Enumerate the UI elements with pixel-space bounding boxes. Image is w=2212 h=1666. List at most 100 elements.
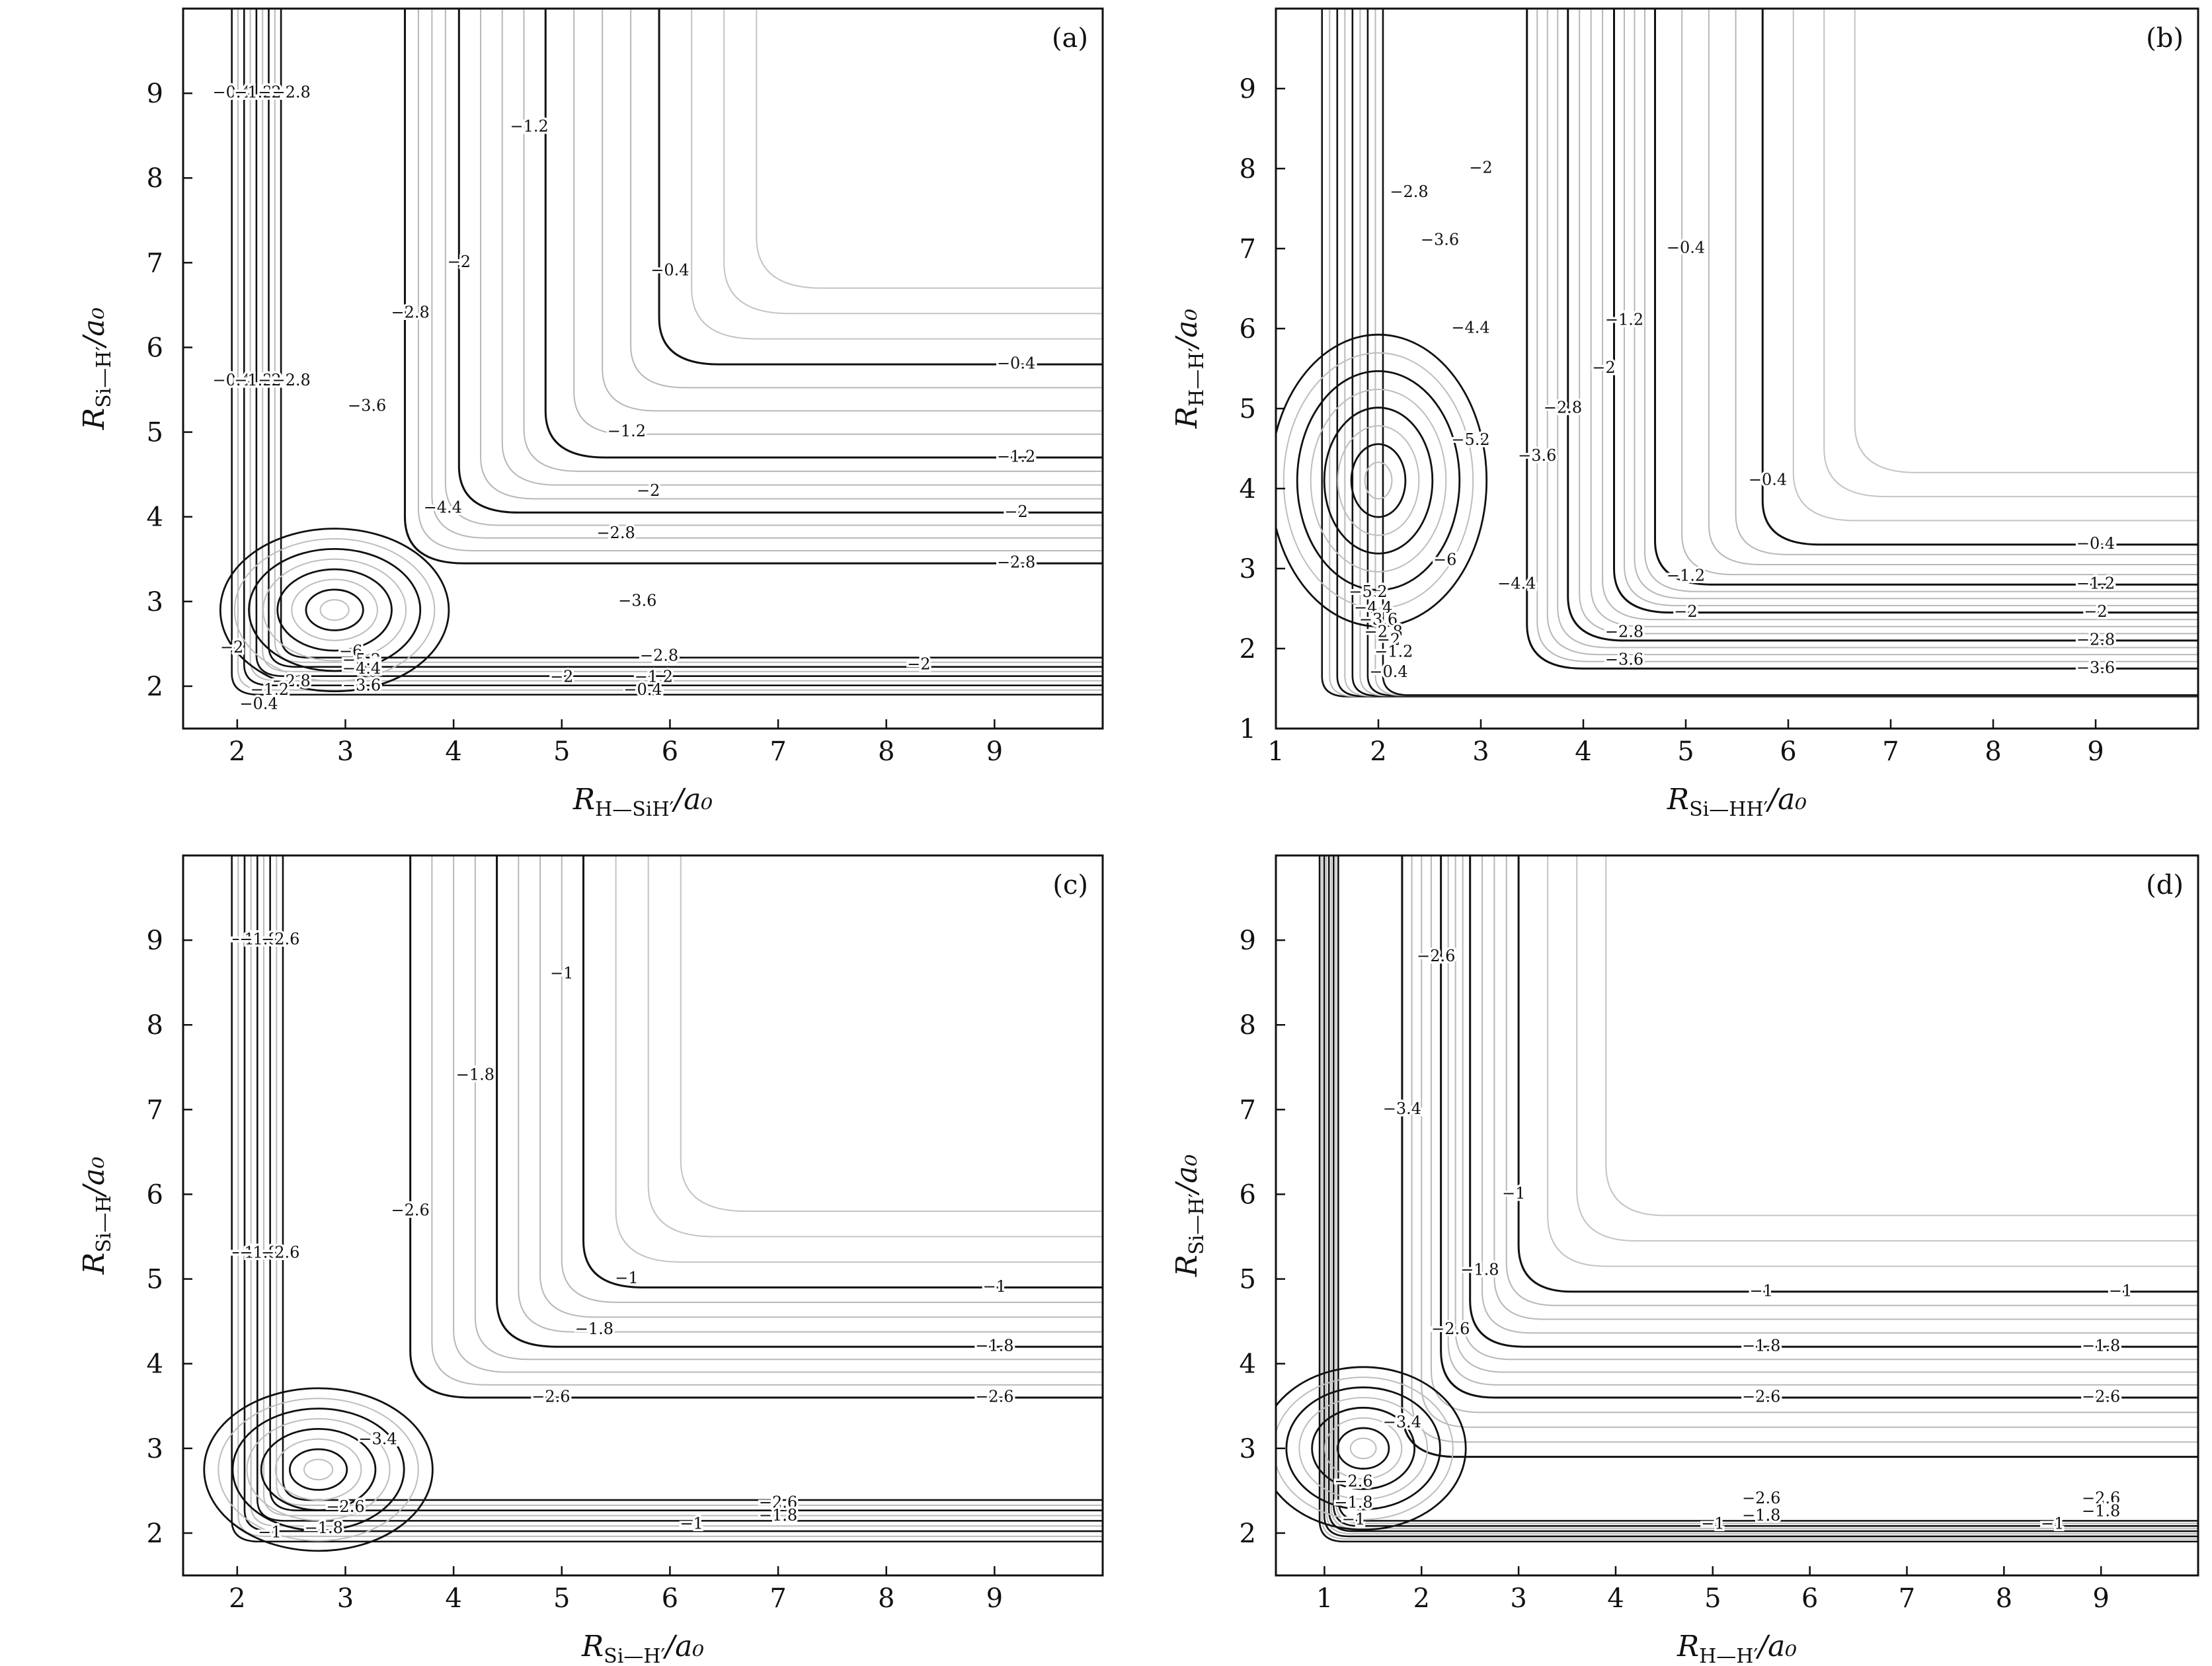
contour-wall bbox=[243, 855, 1103, 1532]
contour-wall bbox=[269, 855, 1103, 1511]
contour-label: −1.8 bbox=[456, 1066, 494, 1084]
contour-minor bbox=[1792, 9, 2198, 522]
contour-minor bbox=[1624, 9, 2198, 606]
contour-wall bbox=[1336, 9, 2198, 697]
contour-minor bbox=[723, 9, 1103, 315]
contour-lines bbox=[1276, 9, 2198, 697]
contour-minor bbox=[431, 855, 1103, 1386]
panel-d: −2.6−3.4−1−1.8−2.6−3.4−1−1.8−2.6−1−1.8−2… bbox=[1170, 854, 2199, 1666]
y-tick-label: 9 bbox=[1240, 926, 1256, 956]
contour-well bbox=[233, 538, 436, 682]
contour-well bbox=[1285, 1386, 1441, 1511]
contour-label: −1 bbox=[231, 1244, 254, 1262]
contour-label: −1 bbox=[258, 1523, 281, 1541]
contour-minor bbox=[615, 855, 1103, 1263]
contour-minor bbox=[474, 855, 1103, 1361]
contour-well bbox=[1336, 1427, 1390, 1470]
y-tick-label: 1 bbox=[1240, 714, 1256, 744]
contour-label: −2.6 bbox=[1742, 1387, 1780, 1406]
contour-minor bbox=[1505, 855, 2198, 1306]
y-tick-label: 6 bbox=[147, 333, 163, 363]
contour-minor bbox=[518, 855, 1103, 1333]
panel-label: (a) bbox=[1052, 23, 1088, 54]
contour-label: −1 bbox=[2041, 1515, 2064, 1533]
contour-well bbox=[1349, 1437, 1377, 1460]
contour-well bbox=[1276, 333, 1488, 627]
contour-well bbox=[291, 578, 378, 641]
contour-label: −3.6 bbox=[1421, 230, 1459, 249]
contour-minor bbox=[1602, 9, 2198, 621]
contour-label: −1.2 bbox=[1374, 643, 1413, 661]
contour-label: −5.2 bbox=[342, 651, 381, 669]
contour-well bbox=[288, 1448, 348, 1491]
contour-wall bbox=[280, 9, 1103, 659]
contour-label: −2 bbox=[1592, 358, 1615, 377]
contour-label: −1.8 bbox=[2082, 1337, 2120, 1355]
contour-well bbox=[274, 1438, 362, 1501]
y-tick-label: 9 bbox=[147, 926, 163, 956]
x-tick-label: 3 bbox=[1472, 736, 1489, 767]
y-axis-title: RSi—H′/a₀ bbox=[1170, 1154, 1208, 1277]
y-tick-label: 3 bbox=[147, 587, 163, 617]
contour-label: −3.4 bbox=[358, 1430, 397, 1448]
y-tick-label: 5 bbox=[147, 1265, 163, 1295]
contour-well bbox=[1324, 1417, 1403, 1480]
contour-label: −1.2 bbox=[1667, 567, 1705, 585]
y-tick-label: 3 bbox=[1240, 1434, 1256, 1464]
y-tick-label: 8 bbox=[1240, 1010, 1256, 1041]
contour-wall bbox=[274, 9, 1103, 663]
panel-label: (c) bbox=[1052, 870, 1088, 900]
contour-wall bbox=[231, 9, 1103, 696]
y-tick-label: 2 bbox=[1240, 1519, 1256, 1549]
contour-label: −2 bbox=[448, 253, 471, 271]
contour-minor bbox=[1634, 9, 2198, 600]
x-tick-label: 5 bbox=[553, 1583, 570, 1614]
x-tick-label: 8 bbox=[1996, 1583, 2012, 1614]
contour-well bbox=[305, 588, 364, 631]
contour-level--1.2 bbox=[1654, 9, 2198, 586]
contour-label: −6 bbox=[339, 642, 362, 660]
contour-label: −0.4 bbox=[1749, 470, 1787, 489]
y-tick-label: 8 bbox=[147, 163, 163, 194]
contour-label: −0.4 bbox=[997, 354, 1035, 373]
contour-label: −2.8 bbox=[391, 303, 430, 322]
contour-label: −2.6 bbox=[759, 1493, 797, 1512]
contour-well bbox=[319, 599, 350, 621]
x-tick-label: 3 bbox=[337, 736, 354, 767]
contour-label: −3.6 bbox=[348, 397, 386, 415]
contour-label: −4.4 bbox=[1497, 575, 1536, 593]
contour-minor bbox=[1644, 9, 2198, 592]
contour-label: −2.8 bbox=[640, 647, 678, 665]
contour-level--2.6 bbox=[1440, 855, 2198, 1399]
contour-label: −1 bbox=[983, 1277, 1006, 1296]
contour-label: −1.2 bbox=[997, 448, 1035, 466]
contour-well bbox=[1323, 407, 1434, 555]
contour-label: −3.6 bbox=[342, 676, 381, 694]
contour-label: −1.8 bbox=[2082, 1501, 2120, 1520]
contour-well bbox=[217, 1398, 419, 1542]
x-axis-title: RH—SiH′/a₀ bbox=[573, 783, 713, 821]
contour-minor bbox=[1854, 9, 2198, 473]
contour-label: −2.6 bbox=[975, 1387, 1013, 1406]
contour-minor bbox=[1605, 855, 2198, 1216]
x-tick-label: 9 bbox=[2092, 1583, 2109, 1614]
x-tick-label: 5 bbox=[1677, 736, 1694, 767]
contour-minor bbox=[1557, 9, 2198, 649]
contour-well bbox=[260, 1427, 377, 1511]
contour-minor bbox=[1576, 855, 2198, 1242]
contour-label: −1.2 bbox=[608, 422, 646, 440]
contour-label: −1.2 bbox=[2076, 575, 2115, 593]
contour-label: −0.4 bbox=[1667, 239, 1705, 257]
x-tick-label: 6 bbox=[1801, 1583, 1818, 1614]
contour-label: −0.4 bbox=[213, 83, 251, 102]
contour-level--3.6 bbox=[1526, 9, 2198, 670]
contour-minor bbox=[523, 9, 1103, 472]
contour-label: −2.6 bbox=[261, 1244, 299, 1262]
contour-label: −1 bbox=[2109, 1281, 2132, 1300]
contour-label: −1 bbox=[1701, 1515, 1724, 1533]
contour-minor bbox=[1708, 9, 2198, 565]
contour-well bbox=[303, 1458, 334, 1481]
x-axis-title: RH—H′/a₀ bbox=[1677, 1630, 1797, 1666]
contour-level--1 bbox=[1517, 855, 2198, 1293]
x-tick-label: 2 bbox=[229, 736, 245, 767]
